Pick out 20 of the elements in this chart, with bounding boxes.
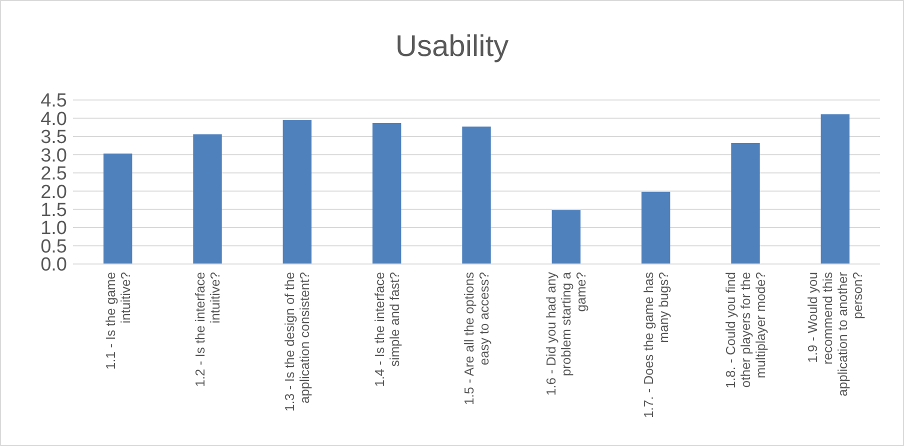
bar — [820, 114, 850, 264]
x-tick-label: 1.9 - Would you recommend this application to another person? — [805, 271, 866, 396]
x-tick-label: 1.8. - Could you find other players for the multiplayer mode? — [723, 272, 768, 388]
x-tick-label: 1.4 - Is the interface simple and fast? — [372, 272, 402, 387]
bar — [372, 122, 402, 264]
x-tick-label: 1.5 - Are all the options easy to access? — [462, 272, 492, 405]
x-tick-label: 1.7. - Does the game has many bugs? — [640, 272, 671, 418]
y-tick-label: 0.0 — [40, 254, 67, 276]
chart-title: Usability — [395, 30, 509, 63]
x-tick-label: 1.6 - Did you had any problem starting a game? — [544, 271, 589, 396]
bar — [552, 210, 581, 264]
bar — [103, 154, 132, 264]
bar — [282, 120, 312, 264]
bar — [641, 192, 670, 264]
bar — [193, 134, 222, 264]
x-tick-label: 1.1 - Is the game intuitive? — [102, 272, 133, 370]
x-tick-label: 1.2 - Is the interface intuitive? — [192, 272, 223, 387]
bar — [462, 126, 491, 264]
bar — [731, 143, 760, 264]
x-tick-label: 1.3 - Is the design of the application consistent? — [282, 272, 312, 412]
